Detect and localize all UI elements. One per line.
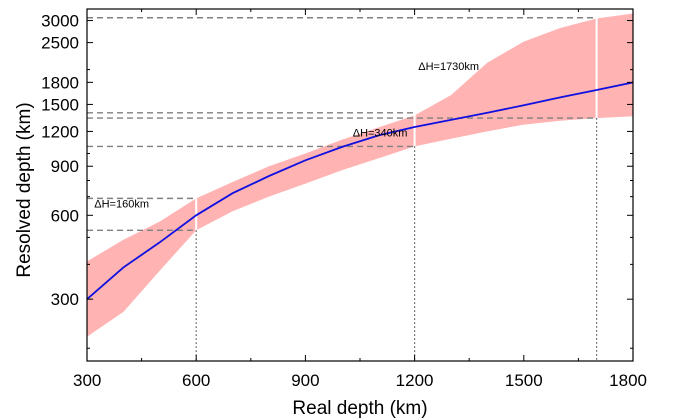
x-axis-title: Real depth (km) — [292, 398, 427, 419]
y-tick-label-600: 600 — [51, 206, 79, 225]
x-tick-label-300: 300 — [73, 371, 101, 390]
plot-area: ΔH=160km ΔH=340km ΔH=1730km — [87, 13, 633, 361]
y-axis-title: Resolved depth (km) — [14, 102, 35, 277]
y-tick-label-900: 900 — [51, 157, 79, 176]
y-tick-label-300: 300 — [51, 290, 79, 309]
y-tick-label-1500: 1500 — [41, 95, 79, 114]
plot-inner — [87, 13, 633, 361]
y-tick-label-1800: 1800 — [41, 73, 79, 92]
annotation-1-label: ΔH=160km — [94, 198, 149, 210]
annotation-2-label: ΔH=340km — [353, 128, 408, 140]
x-tick-label-900: 900 — [291, 371, 319, 390]
x-tick-label-1500: 1500 — [505, 371, 543, 390]
y-tick-label-3000: 3000 — [41, 12, 79, 31]
y-tick-label-2500: 2500 — [41, 34, 79, 53]
annotation-3-label: ΔH=1730km — [418, 61, 479, 73]
y-tick-label-1200: 1200 — [41, 122, 79, 141]
x-tick-label-600: 600 — [182, 371, 210, 390]
x-axis: 300 600 900 1200 1500 1800 — [73, 9, 647, 390]
uncertainty-band — [87, 13, 633, 337]
series-line-resolved-depth — [87, 81, 633, 300]
x-tick-label-1800: 1800 — [609, 371, 647, 390]
x-tick-label-1200: 1200 — [396, 371, 434, 390]
y-axis: 300 600 900 1200 1500 1800 2500 3000 — [41, 12, 633, 349]
